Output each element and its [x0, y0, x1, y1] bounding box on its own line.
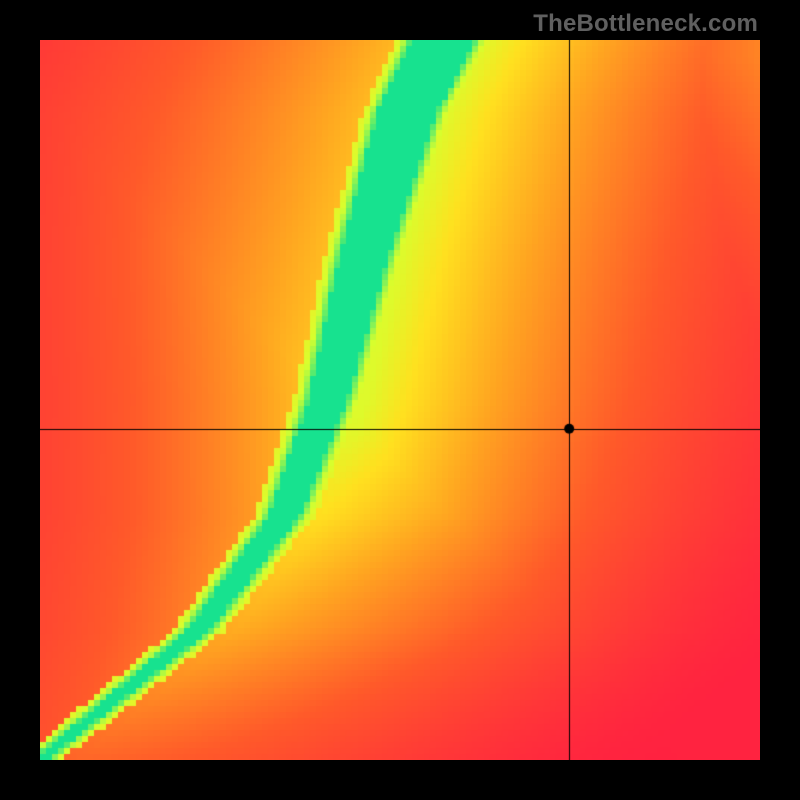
- heatmap-canvas: [40, 40, 760, 760]
- root-container: TheBottleneck.com: [0, 0, 800, 800]
- watermark-text: TheBottleneck.com: [533, 10, 758, 38]
